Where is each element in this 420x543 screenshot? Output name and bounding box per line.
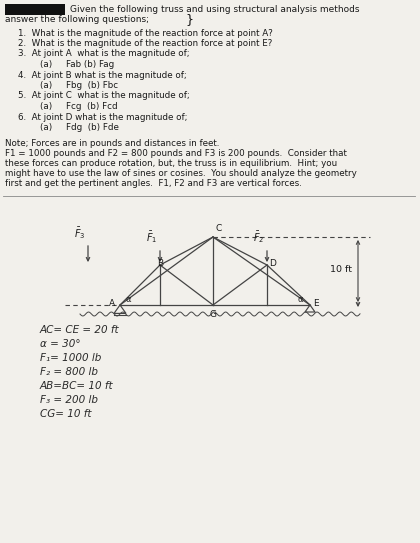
Text: CG= 10 ft: CG= 10 ft <box>40 409 92 419</box>
Text: 4.  At joint B what is the magnitude of;: 4. At joint B what is the magnitude of; <box>18 71 187 79</box>
Text: 3.  At joint A  what is the magnitude of;: 3. At joint A what is the magnitude of; <box>18 49 189 59</box>
Text: (a)     Fdg  (b) Fde: (a) Fdg (b) Fde <box>18 123 119 132</box>
Text: E: E <box>313 299 319 307</box>
Text: α: α <box>126 294 131 304</box>
Text: A: A <box>109 299 115 307</box>
Text: 1.  What is the magnitude of the reaction force at point A?: 1. What is the magnitude of the reaction… <box>18 28 273 37</box>
Text: Note; Forces are in pounds and distances in feet.: Note; Forces are in pounds and distances… <box>5 138 219 148</box>
Text: $\bar{F}_3$: $\bar{F}_3$ <box>74 225 86 241</box>
Text: B: B <box>157 260 163 268</box>
Text: D: D <box>269 260 276 268</box>
Text: α: α <box>298 294 304 304</box>
Text: answer the following questions;: answer the following questions; <box>5 16 149 24</box>
Text: (a)     Fbg  (b) Fbc: (a) Fbg (b) Fbc <box>18 81 118 90</box>
Text: $\bar{F}_2$: $\bar{F}_2$ <box>253 229 264 245</box>
Text: 6.  At joint D what is the magnitude of;: 6. At joint D what is the magnitude of; <box>18 112 187 122</box>
Text: 2.  What is the magnitude of the reaction force at point E?: 2. What is the magnitude of the reaction… <box>18 39 273 48</box>
Text: $\bar{F}_1$: $\bar{F}_1$ <box>146 229 158 245</box>
Text: these forces can produce rotation, but, the truss is in equilibrium.  Hint; you: these forces can produce rotation, but, … <box>5 159 337 167</box>
Text: α = 30°: α = 30° <box>40 339 81 349</box>
Text: F1 = 1000 pounds and F2 = 800 pounds and F3 is 200 pounds.  Consider that: F1 = 1000 pounds and F2 = 800 pounds and… <box>5 148 347 157</box>
Text: AC= CE = 20 ft: AC= CE = 20 ft <box>40 325 120 335</box>
Text: C: C <box>215 224 221 233</box>
Text: F₂ = 800 lb: F₂ = 800 lb <box>40 367 98 377</box>
Text: 10 ft: 10 ft <box>330 266 352 275</box>
Text: first and get the pertinent angles.  F1, F2 and F3 are vertical forces.: first and get the pertinent angles. F1, … <box>5 179 302 187</box>
FancyBboxPatch shape <box>5 4 65 15</box>
Text: G: G <box>209 310 216 319</box>
Text: (a)     Fab (b) Fag: (a) Fab (b) Fag <box>18 60 114 69</box>
Text: 5.  At joint C  what is the magnitude of;: 5. At joint C what is the magnitude of; <box>18 92 190 100</box>
Text: F₁= 1000 lb: F₁= 1000 lb <box>40 353 101 363</box>
Text: }: } <box>185 14 193 27</box>
Text: AB=BC= 10 ft: AB=BC= 10 ft <box>40 381 114 391</box>
Text: F₃ = 200 lb: F₃ = 200 lb <box>40 395 98 405</box>
Text: (a)     Fcg  (b) Fcd: (a) Fcg (b) Fcd <box>18 102 118 111</box>
Text: might have to use the law of sines or cosines.  You should analyze the geometry: might have to use the law of sines or co… <box>5 168 357 178</box>
Text: Given the following truss and using structural analysis methods: Given the following truss and using stru… <box>70 5 360 15</box>
